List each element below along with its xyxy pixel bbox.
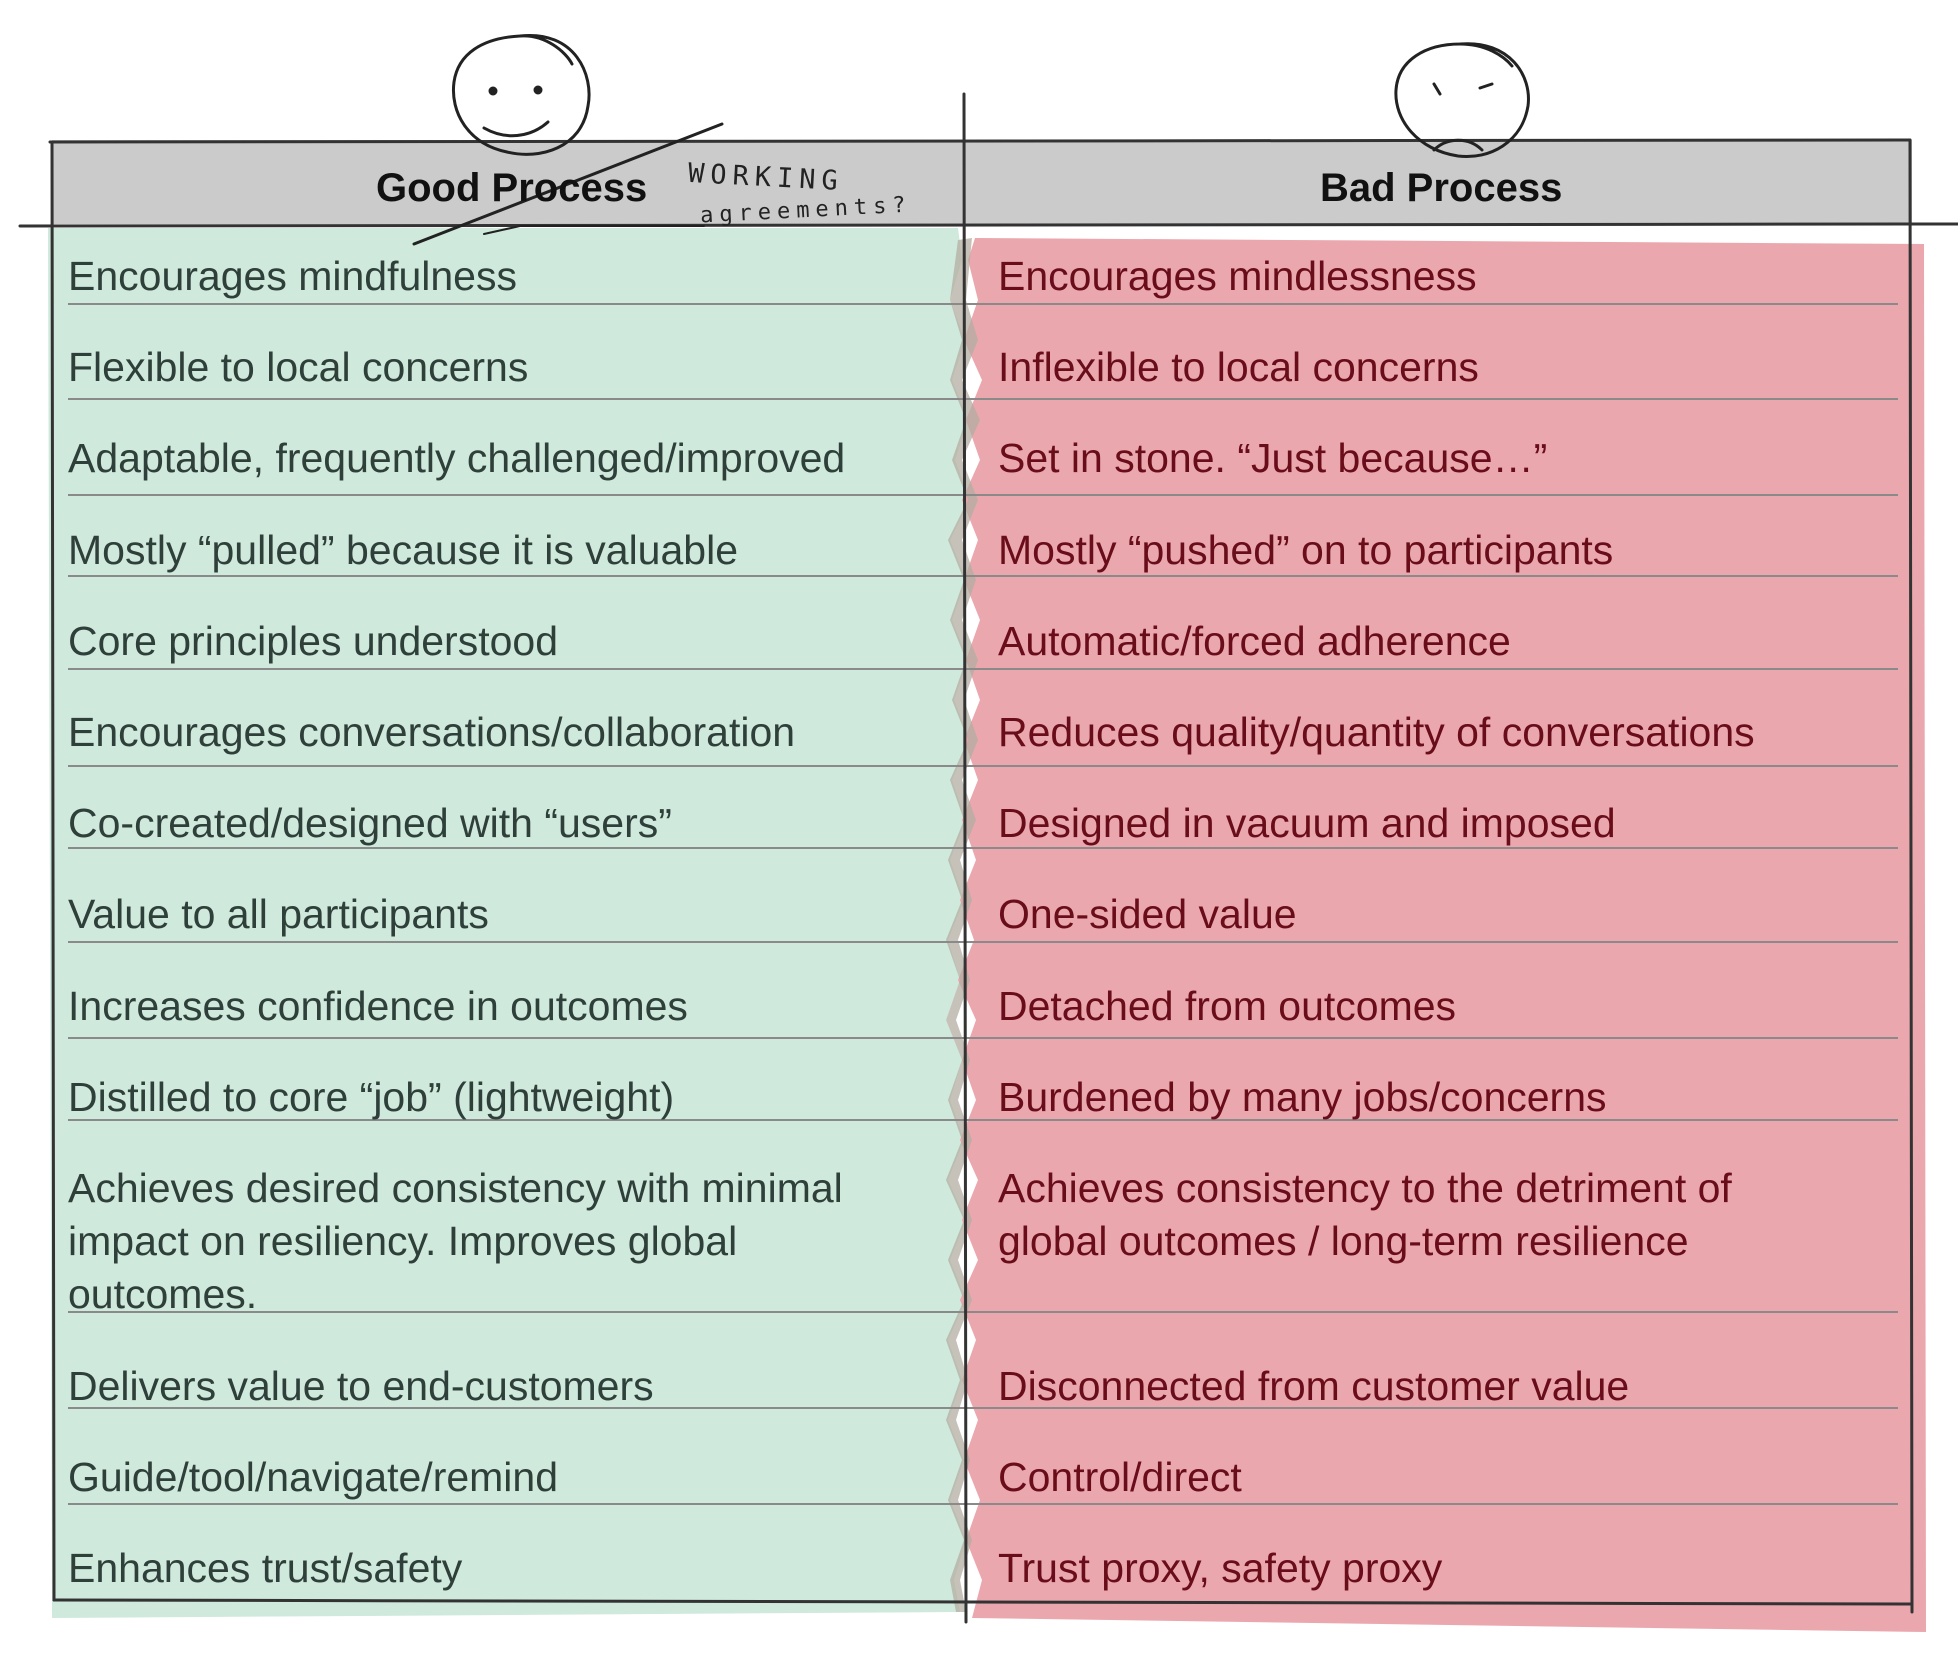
bad-process-row-5: Automatic/forced adherence <box>998 615 1511 668</box>
good-process-row-13: Guide/tool/navigate/remind <box>68 1451 558 1504</box>
row-dividers <box>68 303 1898 1505</box>
bad-process-row-7: Designed in vacuum and imposed <box>998 797 1616 850</box>
good-process-row-3: Adaptable, frequently challenged/improve… <box>68 432 845 485</box>
good-row-2-line-1: Flexible to local concerns <box>68 344 529 390</box>
bad-process-row-1: Encourages mindlessness <box>998 250 1477 303</box>
good-row-3-line-1: Adaptable, frequently challenged/improve… <box>68 435 846 481</box>
bad-row-9-line-1: Detached from outcomes <box>998 983 1457 1029</box>
bad-row-11-line-1: Achieves consistency to the detriment of <box>998 1165 1732 1211</box>
bad-process-row-10: Burdened by many jobs/concerns <box>998 1071 1607 1124</box>
bad-process-row-12: Disconnected from customer value <box>998 1360 1629 1413</box>
bad-row-3-line-1: Set in stone. “Just because…” <box>998 435 1548 481</box>
bad-process-row-11: Achieves consistency to the detriment of… <box>998 1162 1732 1268</box>
good-row-12-line-1: Delivers value to end-customers <box>68 1363 654 1409</box>
good-process-row-8: Value to all participants <box>68 888 489 941</box>
header-band <box>52 140 1912 224</box>
good-row-7-line-1: Co-created/designed with “users” <box>68 800 672 846</box>
bad-row-14-line-1: Trust proxy, safety proxy <box>998 1545 1443 1591</box>
smiley-face-icon <box>451 34 591 156</box>
good-process-row-9: Increases confidence in outcomes <box>68 980 688 1033</box>
bad-row-12-line-1: Disconnected from customer value <box>998 1363 1630 1409</box>
bad-row-10-line-1: Burdened by many jobs/concerns <box>998 1074 1607 1120</box>
bad-row-2-line-1: Inflexible to local concerns <box>998 344 1479 390</box>
bad-process-row-4: Mostly “pushed” on to participants <box>998 524 1613 577</box>
strikethrough-mark <box>412 122 724 246</box>
bad-row-8-line-1: One-sided value <box>998 891 1297 937</box>
bad-row-7-line-1: Designed in vacuum and imposed <box>998 800 1616 846</box>
bad-row-6-line-1: Reduces quality/quantity of conversation… <box>998 709 1755 755</box>
bad-process-row-8: One-sided value <box>998 888 1297 941</box>
frowny-face-icon <box>1394 42 1530 159</box>
good-row-14-line-1: Enhances trust/safety <box>68 1545 463 1591</box>
annotation-bracket <box>483 225 705 235</box>
good-row-11-line-2: impact on resiliency. Improves global <box>68 1218 738 1264</box>
bad-column-fill <box>958 238 1926 1632</box>
good-row-8-line-1: Value to all participants <box>68 891 489 937</box>
good-process-row-2: Flexible to local concerns <box>68 341 528 394</box>
good-row-13-line-1: Guide/tool/navigate/remind <box>68 1454 559 1500</box>
good-process-row-4: Mostly “pulled” because it is valuable <box>68 524 738 577</box>
bad-row-11-line-2: global outcomes / long-term resilience <box>998 1218 1689 1264</box>
bad-process-row-6: Reduces quality/quantity of conversation… <box>998 706 1755 759</box>
good-row-4-line-1: Mostly “pulled” because it is valuable <box>68 527 738 573</box>
table-frame <box>18 92 1958 1624</box>
bad-row-4-line-1: Mostly “pushed” on to participants <box>998 527 1614 573</box>
good-row-6-line-1: Encourages conversations/collaboration <box>68 709 796 755</box>
good-process-row-10: Distilled to core “job” (lightweight) <box>68 1071 674 1124</box>
good-row-5-line-1: Core principles understood <box>68 618 558 664</box>
bad-process-row-14: Trust proxy, safety proxy <box>998 1542 1442 1595</box>
good-process-row-12: Delivers value to end-customers <box>68 1360 654 1413</box>
good-process-header: Good Process <box>376 166 648 210</box>
good-process-row-7: Co-created/designed with “users” <box>68 797 672 850</box>
bad-row-1-line-1: Encourages mindlessness <box>998 253 1477 299</box>
good-row-9-line-1: Increases confidence in outcomes <box>68 983 688 1029</box>
bad-process-row-13: Control/direct <box>998 1451 1242 1504</box>
bad-process-header: Bad Process <box>1320 166 1563 210</box>
good-process-row-5: Core principles understood <box>68 615 558 668</box>
good-row-10-line-1: Distilled to core “job” (lightweight) <box>68 1074 675 1120</box>
good-row-11-line-3: outcomes. <box>68 1271 258 1317</box>
bad-process-row-2: Inflexible to local concerns <box>998 341 1479 394</box>
good-process-row-6: Encourages conversations/collaboration <box>68 706 795 759</box>
good-row-1-line-1: Encourages mindfulness <box>68 253 517 299</box>
good-process-row-1: Encourages mindfulness <box>68 250 517 303</box>
bad-process-row-3: Set in stone. “Just because…” <box>998 432 1547 485</box>
good-process-row-11: Achieves desired consistency with minima… <box>68 1162 843 1321</box>
good-process-row-14: Enhances trust/safety <box>68 1542 462 1595</box>
bad-process-row-9: Detached from outcomes <box>998 980 1456 1033</box>
bad-row-5-line-1: Automatic/forced adherence <box>998 618 1511 664</box>
overlap-stripe <box>946 238 980 1612</box>
good-row-11-line-1: Achieves desired consistency with minima… <box>68 1165 843 1211</box>
bad-row-13-line-1: Control/direct <box>998 1454 1242 1500</box>
